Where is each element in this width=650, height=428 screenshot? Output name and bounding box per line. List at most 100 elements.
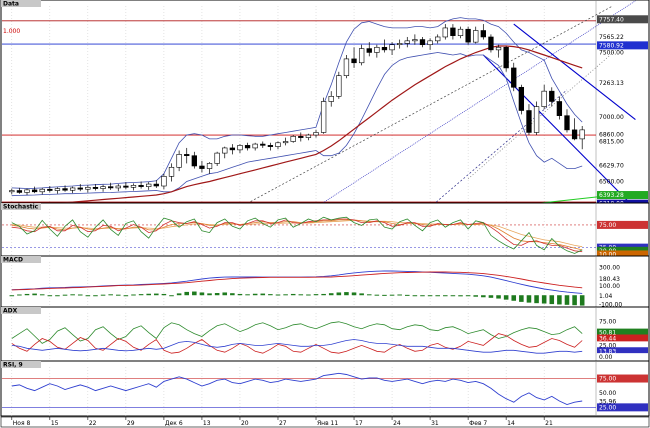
macd-histogram-bar [336, 292, 342, 296]
macd-histogram-bar [93, 295, 98, 297]
macd-histogram-bar [62, 294, 68, 296]
value-label: 36.44 [599, 336, 616, 343]
macd-histogram-bar [427, 295, 433, 297]
candle-body [298, 136, 304, 138]
macd-histogram-bar [131, 294, 136, 296]
candle-body [374, 46, 380, 53]
macd-histogram-bar [260, 293, 266, 296]
bollinger-upper-line [11, 17, 583, 189]
macd-histogram-bar [176, 293, 182, 296]
candle-body [397, 43, 403, 46]
macd-histogram-bar [85, 295, 91, 297]
candle-body [556, 101, 563, 116]
macd-histogram-bar [138, 294, 144, 296]
trend-line [239, 5, 613, 208]
candle-body [320, 101, 327, 133]
macd-histogram-bar [70, 294, 75, 296]
value-label-box [597, 328, 648, 337]
candle-body [328, 96, 334, 102]
macd-histogram-bar [268, 294, 273, 296]
panel-frame [0, 202, 650, 260]
candle-body [123, 185, 129, 188]
candle-body [138, 185, 144, 187]
candle-body [39, 188, 45, 193]
candle-body [336, 75, 342, 97]
macd-histogram-bar [458, 295, 463, 297]
macd-histogram-bar [146, 293, 151, 296]
value-label-box [597, 334, 648, 343]
panel-title-box [1, 256, 41, 263]
x-tick-label: Ноя 8 [13, 420, 31, 427]
macd-histogram-bar [100, 294, 106, 296]
candle-body [206, 163, 213, 169]
macd-histogram-bar [207, 293, 212, 296]
candle-body [222, 147, 228, 154]
candle-body [503, 46, 509, 69]
macd-histogram-bar [488, 295, 494, 298]
macd-histogram-bar [366, 294, 372, 296]
value-label: 50.81 [599, 330, 616, 337]
value-label: 7757.40 [599, 16, 624, 23]
candle-body [442, 27, 448, 38]
macd-histogram-bar [39, 294, 45, 296]
macd-histogram-bar [252, 293, 258, 296]
value-label-box [597, 341, 648, 350]
value-label: 50.00 [599, 390, 616, 397]
candle-body [404, 40, 410, 44]
value-label: 6815.00 [599, 138, 624, 145]
value-label: 300.00 [599, 265, 620, 272]
macd-histogram-bar [473, 295, 479, 297]
value-label: -100.00 [599, 301, 622, 308]
candle-body [229, 147, 236, 151]
candle-body [511, 67, 517, 88]
value-label: 6860.00 [599, 131, 624, 138]
candle-body [275, 142, 281, 147]
candle-body [282, 141, 289, 144]
macd-histogram-bar [579, 295, 585, 306]
candle-body [237, 145, 243, 151]
value-label: 7565.22 [599, 34, 624, 41]
macd-histogram-bar [290, 293, 296, 296]
x-tick-label: 13 [203, 420, 211, 427]
x-axis: Ноя 8 15 22 29 Дек 6 13 20 27 Янв 11 17 24 31 Фев 7 1… [0, 416, 650, 428]
macd-histogram-bar [32, 293, 37, 296]
value-label: 75.00 [599, 222, 616, 229]
candle-body [457, 28, 464, 36]
value-label-box [597, 263, 648, 272]
candle-body [571, 129, 578, 140]
macd-histogram-bar [313, 294, 319, 296]
value-label-box [597, 292, 648, 301]
macd-histogram-bar [154, 293, 159, 296]
macd-histogram-bar [24, 293, 30, 296]
candle-body [260, 143, 266, 146]
candle-body [244, 145, 251, 149]
x-tick-label: 24 [393, 420, 401, 427]
macd-histogram-bar [526, 295, 532, 303]
candle-body [77, 187, 83, 190]
macd-histogram-bar [9, 295, 15, 297]
panel-title-box [1, 203, 41, 210]
candle-body [130, 185, 137, 188]
macd-histogram-bar [77, 294, 83, 296]
value-label: 10.00 [599, 251, 616, 258]
macd-histogram-bar [397, 294, 402, 296]
value-label: 75.00 [599, 318, 616, 325]
x-tick-label: 20 [241, 420, 249, 427]
value-label-box [597, 397, 648, 406]
x-tick-label: 29 [127, 420, 135, 427]
value-label: 100.00 [599, 283, 620, 290]
macd-histogram-bar [283, 294, 288, 296]
macd-histogram-bar [465, 295, 471, 297]
candle-body [549, 90, 555, 102]
panel-frame [0, 306, 650, 365]
candle-body [31, 189, 38, 193]
candle-body [358, 48, 365, 64]
macd-histogram-bar [557, 295, 562, 305]
value-label-box [597, 250, 648, 259]
x-tick-label: 27 [279, 420, 287, 427]
price-panel-title: Data [3, 1, 19, 8]
candle-body [16, 190, 23, 193]
value-label: 7263.13 [599, 80, 624, 87]
macd-histogram-bar [351, 292, 357, 296]
macd-histogram-bar [108, 294, 113, 296]
